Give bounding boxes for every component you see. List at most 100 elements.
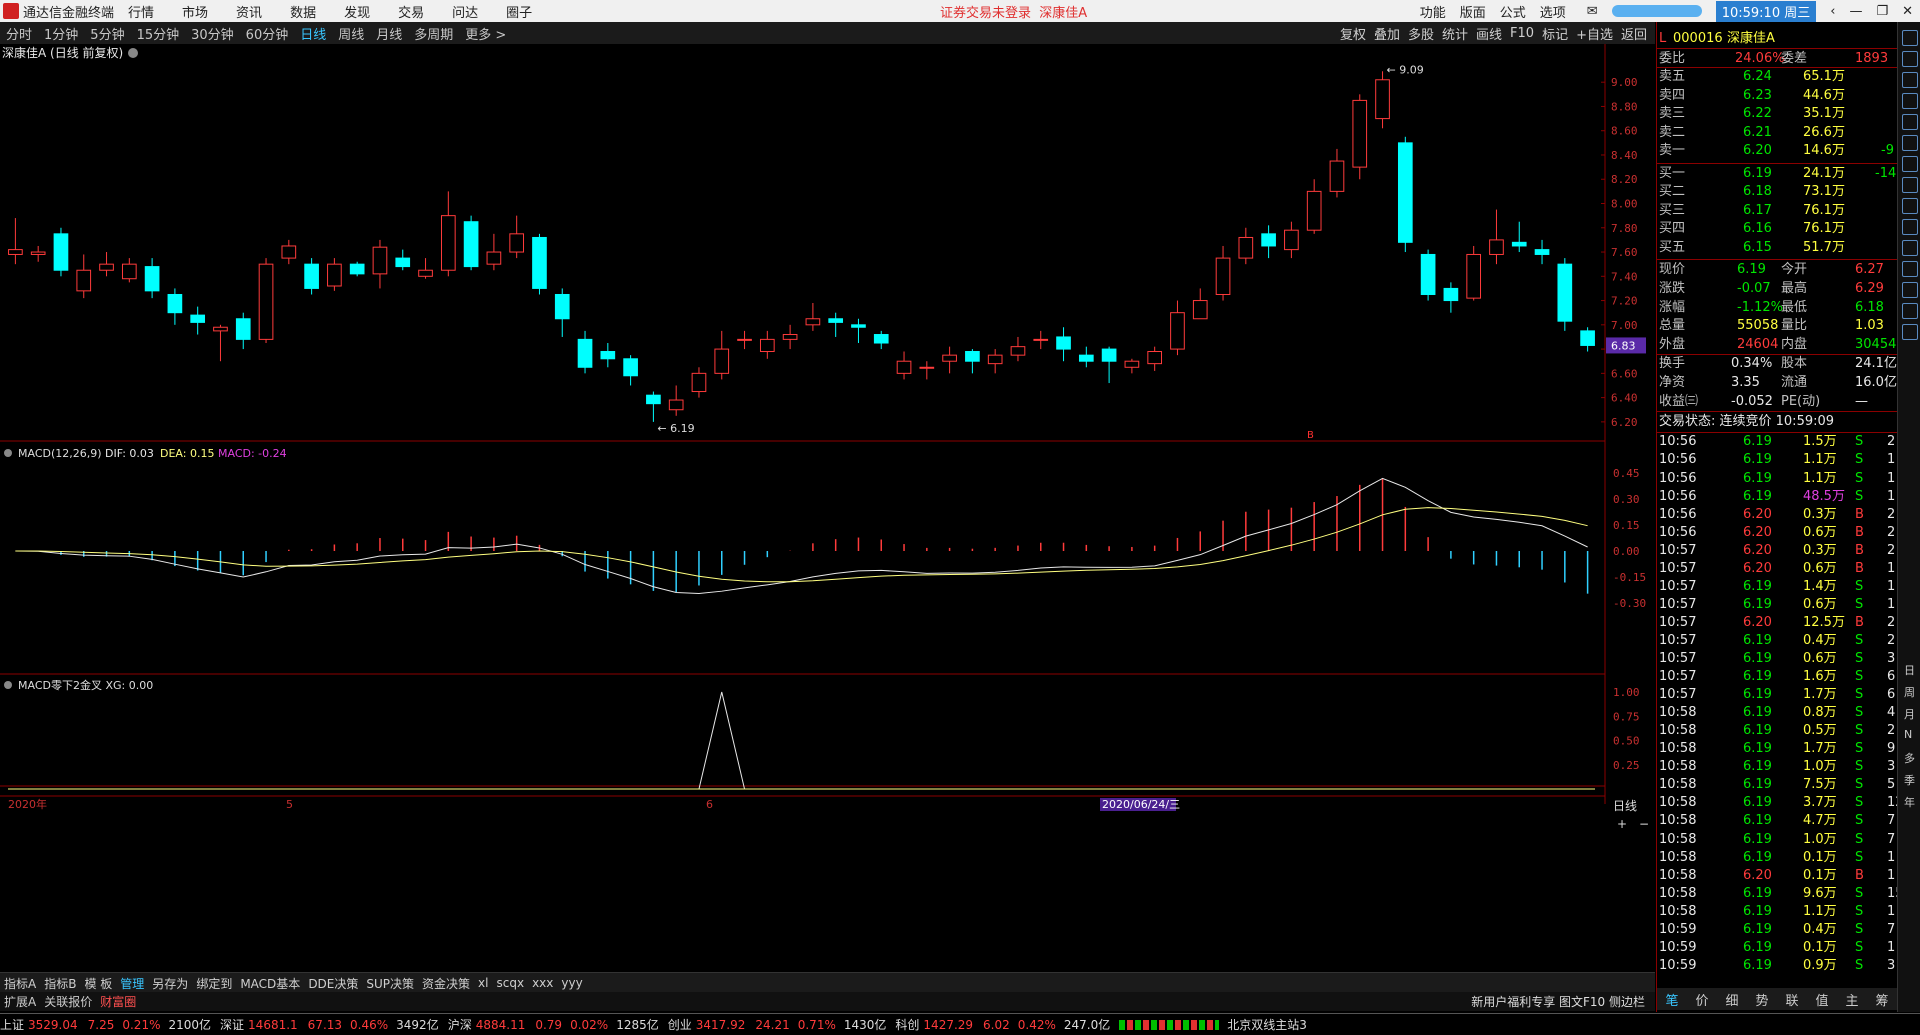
chart-tool-button[interactable]: 返回 [1620,27,1647,43]
pen-icon[interactable] [1902,303,1918,319]
chart-tool-button[interactable]: 多股 [1407,27,1434,43]
move-icon[interactable] [1902,282,1918,298]
indicator-tab[interactable]: 管理 [120,976,145,991]
extension-tab[interactable]: 财富圈 [100,995,137,1009]
index-quote[interactable]: 创业 3417.92 24.21 0.71% 1430亿 [668,1016,887,1033]
restore-icon[interactable]: ❐ [1876,3,1889,19]
login-warning[interactable]: 证券交易未登录 深康佳A [940,5,1088,21]
indicator-tab[interactable]: xxx [532,976,554,990]
mail-icon[interactable]: ✉ [1586,3,1598,19]
quote-tab[interactable]: 主 [1845,993,1859,1009]
menu-item[interactable]: 市场 [182,5,209,21]
period-tab[interactable]: 分时 [6,27,33,43]
tick-row: 10:58 6.19 0.1万 S 1 [1659,849,1895,867]
period-tab[interactable]: 月线 [376,27,403,43]
table-icon[interactable] [1902,93,1918,109]
strip-period-label[interactable]: 多 [1904,752,1915,765]
grid-icon[interactable] [1902,51,1918,67]
indicator-tab[interactable]: yyy [561,976,583,990]
period-tab[interactable]: 更多 > [465,27,507,43]
indicator-tab[interactable]: 指标B [44,976,77,991]
quote-tab[interactable]: 价 [1695,993,1709,1009]
bar-icon[interactable] [1902,114,1918,130]
top-right-menu-item[interactable]: 选项 [1539,5,1566,21]
zoom-in-icon[interactable]: + [1617,817,1627,831]
period-tab[interactable]: 1分钟 [44,27,79,43]
indicator-tab[interactable]: scqx [496,976,525,990]
period-tab[interactable]: 15分钟 [136,27,180,43]
minimize-icon[interactable]: — [1849,3,1863,19]
back-icon[interactable]: ‹ [1830,3,1836,19]
strip-period-label[interactable]: 季 [1904,774,1915,787]
s-icon[interactable] [1902,261,1918,277]
period-tab[interactable]: 周线 [338,27,365,43]
menu-item[interactable]: 行情 [128,5,155,21]
kline-chart[interactable]: 9.00 8.80 8.60 8.40 8.20 8.00 7.80 7.60 7.40 7.20… [0,44,1655,972]
menu-item[interactable]: 数据 [290,5,317,21]
menu-item[interactable]: 圈子 [506,5,533,21]
menu-item[interactable]: 交易 [398,5,425,21]
index-quote[interactable]: 上证 3529.04 7.25 0.21% 2100亿 [0,1016,211,1033]
strip-period-label[interactable]: 周 [1904,686,1915,699]
indicator-tab[interactable]: SUP决策 [366,976,415,991]
indicator-tab[interactable]: DDE决策 [308,976,359,991]
extension-tab[interactable]: 扩展A [4,995,37,1009]
chart-tool-button[interactable]: 标记 [1542,27,1569,43]
period-tab[interactable]: 60分钟 [245,27,289,43]
quote-tab[interactable]: 筹 [1875,993,1889,1009]
indicator-tab[interactable]: MACD基本 [240,976,301,991]
indicator-tab[interactable]: 模 板 [84,976,113,991]
news-icon[interactable] [1902,156,1918,172]
indicator-tab[interactable]: 指标A [4,976,37,991]
indicator-tab[interactable]: 资金决策 [422,976,471,991]
quote-tab[interactable]: 值 [1815,993,1829,1009]
menu-item[interactable]: 资讯 [236,5,263,21]
quote-tab[interactable]: 联 [1785,993,1799,1009]
chart-tool-button[interactable]: +自选 [1576,27,1613,43]
zoom-out-icon[interactable]: − [1639,817,1649,831]
menu-item[interactable]: 发现 [344,5,371,21]
rsi-icon[interactable] [1902,240,1918,256]
chart-icon[interactable] [1902,72,1918,88]
indicator-settings-icon[interactable] [4,449,12,457]
extension-tab[interactable]: 关联报价 [44,995,93,1009]
quote-tab[interactable]: 势 [1755,993,1769,1009]
f-icon[interactable] [1902,324,1918,340]
period-tab[interactable]: 5分钟 [90,27,125,43]
strip-period-label[interactable]: 日 [1904,664,1915,677]
quote-tab[interactable]: 笔 [1665,993,1679,1009]
period-tab[interactable]: 30分钟 [191,27,234,43]
top-right-menu-item[interactable]: 公式 [1499,5,1526,21]
chart-tool-button[interactable]: 画线 [1476,27,1503,43]
menu-item[interactable]: 问达 [452,5,479,21]
list-icon[interactable] [1902,30,1918,46]
top-right-menu-item[interactable]: 版面 [1459,5,1486,21]
chart-tool-button[interactable]: 统计 [1442,27,1469,43]
pie-icon[interactable] [1902,135,1918,151]
index-quote[interactable]: 深证 14681.1 67.13 0.46% 3492亿 [220,1016,439,1033]
period-tab[interactable]: 日线 [300,27,327,43]
indicator-tab[interactable]: 绑定到 [196,976,233,991]
chart-tool-button[interactable]: 叠加 [1373,27,1400,43]
indicator-tab[interactable]: xl [478,976,489,990]
index-quote[interactable]: 沪深 4884.11 0.79 0.02% 1285亿 [448,1016,659,1033]
chart-tool-button[interactable]: 复权 [1339,27,1366,43]
indicator-settings-icon[interactable] [4,681,12,689]
index-quote[interactable]: 科创 1427.29 6.02 0.42% 247.0亿 [895,1016,1110,1033]
server-name[interactable]: 北京双线主站3 [1227,1018,1307,1032]
strip-period-label[interactable]: N [1904,728,1913,741]
search-box[interactable] [1611,5,1702,17]
star-icon[interactable] [1902,198,1918,214]
gear-icon[interactable] [1902,219,1918,235]
doc-icon[interactable] [1902,177,1918,193]
promo-link[interactable]: 新用户福利专享 图文F10 侧边栏 [1471,995,1645,1009]
quote-tab[interactable]: 细 [1725,993,1739,1009]
indicator-tab[interactable]: 另存为 [152,976,189,991]
strip-period-label[interactable]: 年 [1904,796,1915,809]
chart-tool-button[interactable]: F10 [1510,25,1535,41]
info-icon[interactable] [128,48,138,58]
close-icon[interactable]: ✕ [1902,3,1913,19]
top-right-menu-item[interactable]: 功能 [1419,5,1446,21]
strip-period-label[interactable]: 月 [1904,708,1915,721]
period-tab[interactable]: 多周期 [414,27,454,43]
